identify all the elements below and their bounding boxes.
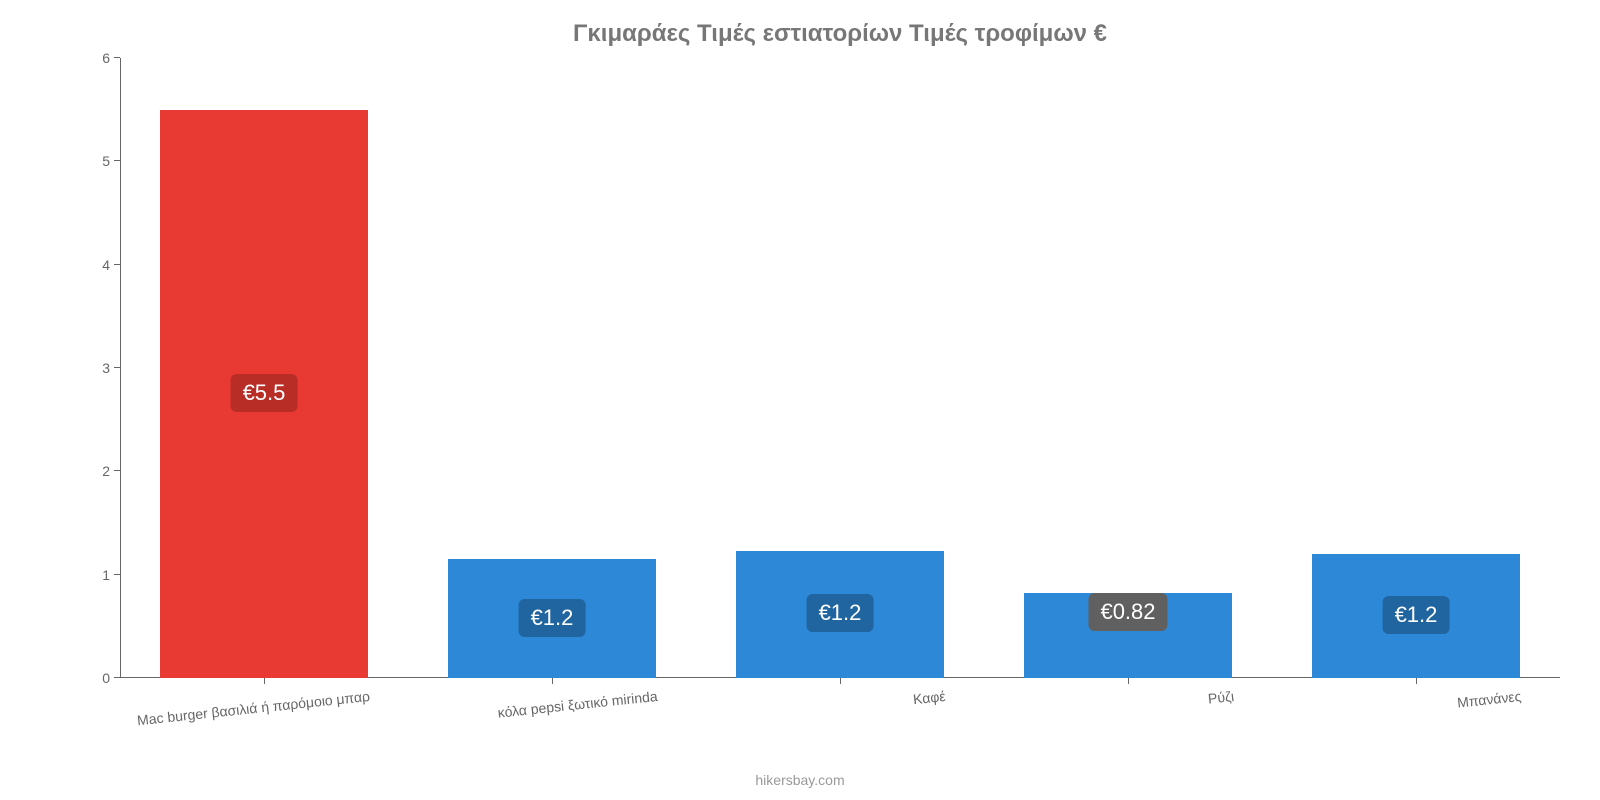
chart-title: Γκιμαράες Τιμές εστιατορίων Τιμές τροφίμ… xyxy=(120,20,1560,48)
value-badge: €0.82 xyxy=(1088,593,1167,631)
bar: €1.2 xyxy=(736,551,943,678)
x-axis-label: κόλα pepsi ξωτικό mirinda xyxy=(496,678,658,721)
bar-slot: €1.2Καφέ xyxy=(696,58,984,678)
bar-slot: €1.2κόλα pepsi ξωτικό mirinda xyxy=(408,58,696,678)
x-axis-label: Ρύζι xyxy=(1206,678,1235,707)
bar-slot: €0.82Ρύζι xyxy=(984,58,1272,678)
bars-container: €5.5Mac burger βασιλιά ή παρόμοιο μπαρ€1… xyxy=(120,58,1560,678)
x-tick-mark xyxy=(840,678,841,684)
plot-area: 0123456 €5.5Mac burger βασιλιά ή παρόμοι… xyxy=(120,58,1560,678)
x-tick-mark xyxy=(264,678,265,684)
y-tick-label: 2 xyxy=(70,463,110,479)
x-tick-mark xyxy=(552,678,553,684)
bar-slot: €1.2Μπανάνες xyxy=(1272,58,1560,678)
y-tick-label: 3 xyxy=(70,360,110,376)
value-badge: €5.5 xyxy=(231,374,298,412)
y-tick-label: 4 xyxy=(70,257,110,273)
value-badge: €1.2 xyxy=(807,594,874,632)
y-tick-label: 0 xyxy=(70,670,110,686)
x-axis-label: Καφέ xyxy=(911,678,946,707)
y-tick-label: 6 xyxy=(70,50,110,66)
price-bar-chart: Γκιμαράες Τιμές εστιατορίων Τιμές τροφίμ… xyxy=(0,0,1600,800)
y-tick-label: 5 xyxy=(70,153,110,169)
x-axis-label: Mac burger βασιλιά ή παρόμοιο μπαρ xyxy=(135,678,370,728)
source-attribution: hikersbay.com xyxy=(0,772,1600,788)
x-tick-mark xyxy=(1416,678,1417,684)
bar: €0.82 xyxy=(1024,593,1231,678)
x-tick-mark xyxy=(1128,678,1129,684)
bar: €5.5 xyxy=(160,110,367,678)
bar-slot: €5.5Mac burger βασιλιά ή παρόμοιο μπαρ xyxy=(120,58,408,678)
value-badge: €1.2 xyxy=(1383,596,1450,634)
y-tick-label: 1 xyxy=(70,567,110,583)
bar: €1.2 xyxy=(448,559,655,678)
x-axis-label: Μπανάνες xyxy=(1456,678,1523,711)
value-badge: €1.2 xyxy=(519,599,586,637)
bar: €1.2 xyxy=(1312,554,1519,678)
